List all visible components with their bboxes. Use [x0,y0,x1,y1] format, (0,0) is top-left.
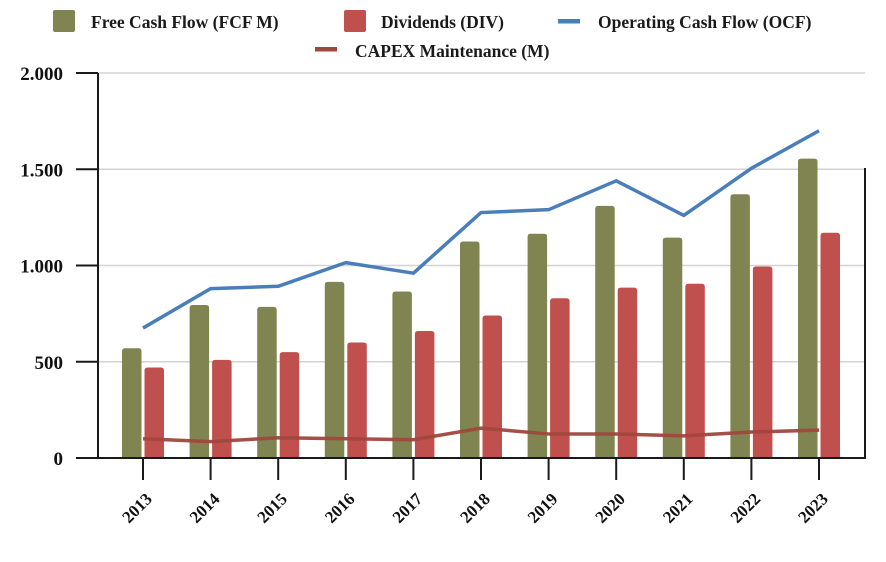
y-tick-label: 500 [35,353,64,374]
legend-item-dividends-div: Dividends (DIV) [344,10,504,32]
bar-dividends-div-2013 [144,367,164,458]
x-tick-label: 2020 [592,489,629,526]
y-tick-label: 2.000 [20,64,63,85]
bar-dividends-div-2014 [212,359,232,458]
x-tick-label: 2021 [659,489,696,526]
legend-swatch [53,10,75,32]
y-tick-label: 0 [54,449,64,470]
bars [122,158,840,458]
bar-free-cash-flow-fcf-m-2016 [324,281,345,458]
legend-label: Operating Cash Flow (OCF) [598,12,812,32]
bar-free-cash-flow-fcf-m-2017 [392,291,412,458]
legend-label: Free Cash Flow (FCF M) [91,12,279,32]
bar-dividends-div-2021 [685,283,705,458]
line-operating-cash-flow-ocf [142,129,820,330]
bar-free-cash-flow-fcf-m-2013 [122,348,142,458]
bar-dividends-div-2019 [550,298,570,458]
legend-label: CAPEX Maintenance (M) [355,41,550,61]
bar-free-cash-flow-fcf-m-2019 [527,233,548,458]
bar-free-cash-flow-fcf-m-2022 [730,194,750,458]
bar-free-cash-flow-fcf-m-2014 [189,304,210,458]
x-tick-label: 2013 [118,489,155,526]
legend-item-operating-cash-flow-ocf: Operating Cash Flow (OCF) [558,12,812,32]
lines [142,129,820,444]
x-tick-label: 2014 [186,489,224,527]
y-tick-label: 1.500 [20,160,63,181]
legend-line-marker [558,19,580,24]
bar-free-cash-flow-fcf-m-2023 [798,158,818,458]
x-tick-label: 2016 [321,489,358,526]
y-axis-ticks: 0 500 1.000 1.500 2.000 [20,64,98,470]
x-tick-label: 2022 [727,489,764,526]
legend-line-marker [315,47,337,52]
legend-swatch [344,10,366,32]
bar-dividends-div-2022 [752,266,773,458]
legend-item-capex-maintenance-m: CAPEX Maintenance (M) [315,41,550,61]
bar-free-cash-flow-fcf-m-2020 [595,205,615,458]
bar-dividends-div-2017 [414,330,435,458]
x-tick-label: 2018 [456,489,493,526]
x-tick-label: 2023 [794,489,831,526]
x-tick-label: 2017 [389,489,427,527]
bar-dividends-div-2020 [617,287,638,458]
bar-free-cash-flow-fcf-m-2018 [460,241,480,458]
y-tick-label: 1.000 [20,257,63,278]
x-axis-ticks: 2013 2014 2015 2016 2017 2018 2019 2020 2021 2022… [118,458,832,527]
legend: Free Cash Flow (FCF M) Dividends (DIV) Ope… [53,10,812,61]
bar-dividends-div-2023 [820,232,840,458]
bar-free-cash-flow-fcf-m-2021 [662,237,683,458]
bar-dividends-div-2015 [279,352,300,458]
bar-dividends-div-2018 [482,315,502,458]
x-tick-label: 2019 [524,489,561,526]
gridlines [98,72,865,363]
bar-dividends-div-2016 [347,342,367,458]
x-tick-label: 2015 [254,489,291,526]
legend-label: Dividends (DIV) [381,12,504,32]
line-capex-maintenance-m [142,426,820,444]
legend-item-free-cash-flow-fcf-m: Free Cash Flow (FCF M) [53,10,279,32]
bar-free-cash-flow-fcf-m-2015 [257,306,277,458]
